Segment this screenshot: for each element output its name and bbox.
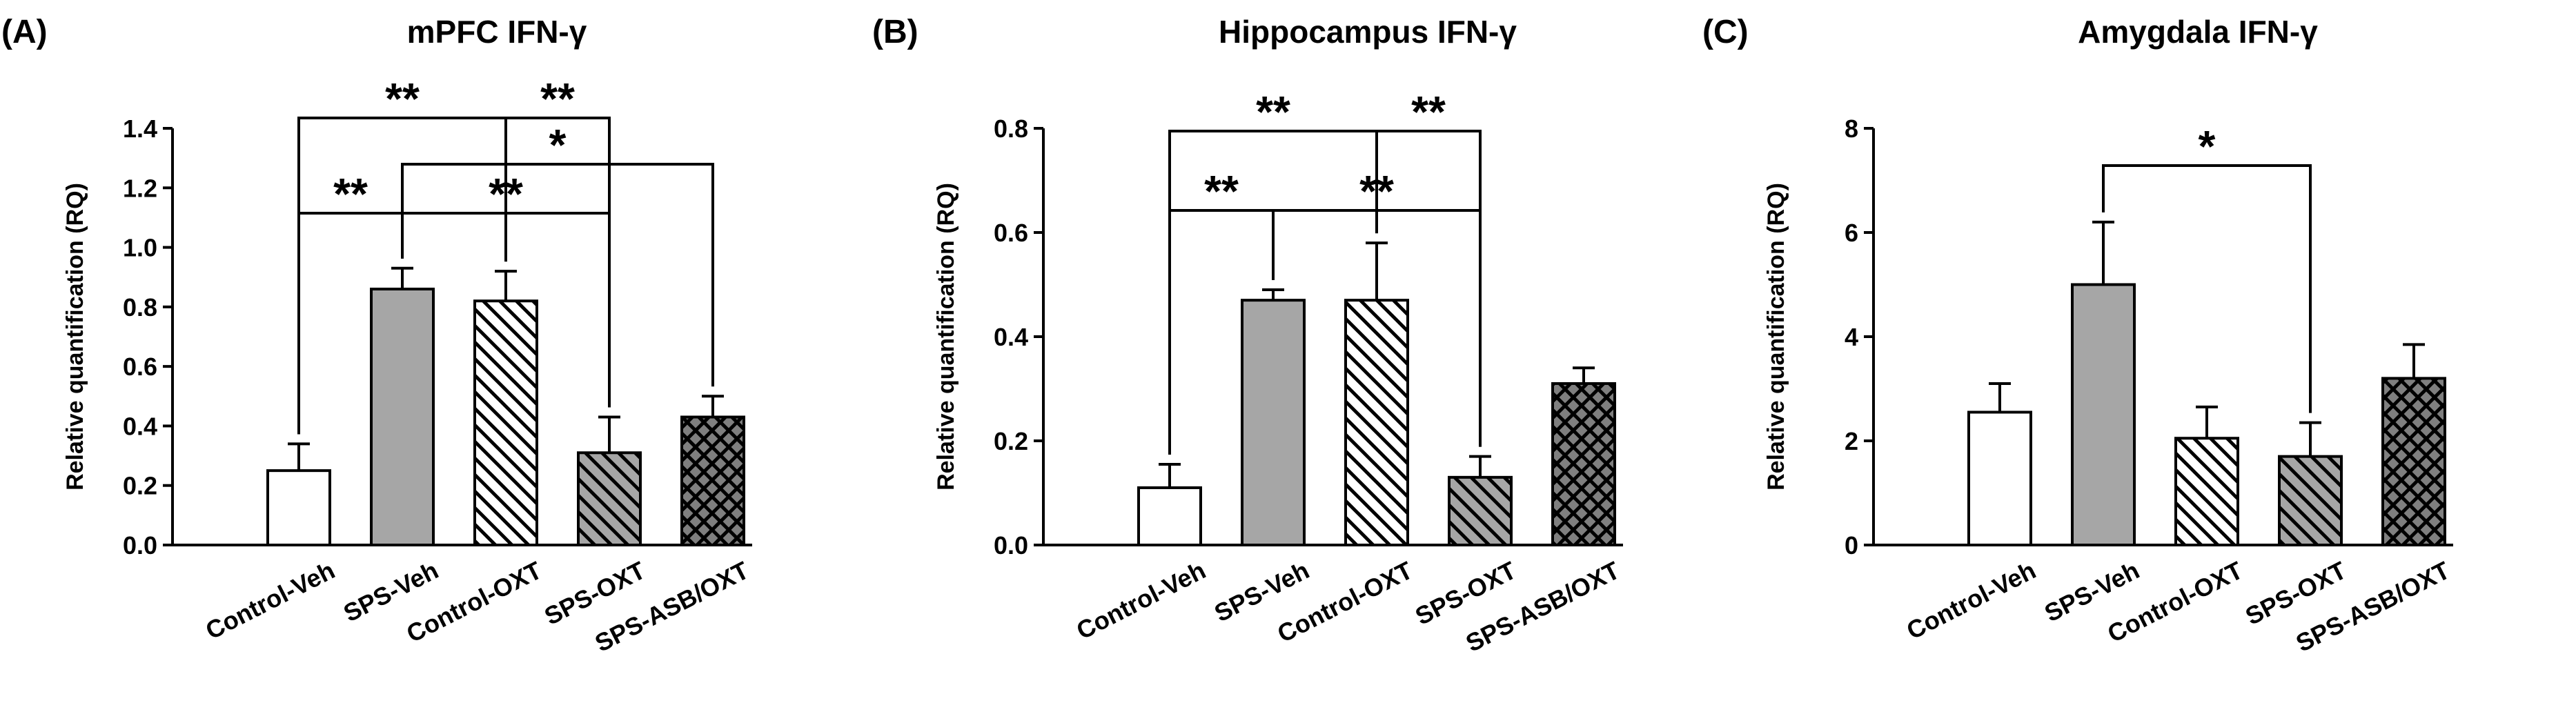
bar <box>370 287 435 546</box>
y-tick-label: 0.8 <box>994 115 1028 143</box>
y-tick-label: 4 <box>1845 323 1858 351</box>
significance-bracket <box>401 163 714 387</box>
significance-bracket <box>2102 164 2312 413</box>
y-tick-label: 0.4 <box>994 323 1028 351</box>
bar <box>1137 486 1202 547</box>
y-tick-label: 1.0 <box>123 234 157 262</box>
significance-bracket <box>401 212 611 408</box>
y-axis-label: Relative quantification (RQ) <box>933 183 959 491</box>
bar <box>2381 377 2446 547</box>
significance-label: * <box>2199 121 2216 171</box>
y-tick-label: 1.4 <box>123 115 157 143</box>
y-tick-label: 0 <box>1845 531 1858 560</box>
significance-label: * <box>549 120 567 170</box>
bar <box>1551 382 1616 547</box>
significance-label: ** <box>540 74 575 123</box>
y-axis-label: Relative quantification (RQ) <box>1763 183 1789 491</box>
y-tick-label: 0.2 <box>123 472 157 500</box>
bar <box>266 469 331 547</box>
panel-label: (B) <box>872 14 918 50</box>
significance-label: ** <box>385 74 420 123</box>
panel-label: (C) <box>1702 14 1749 50</box>
panel-label: (A) <box>1 14 48 50</box>
y-tick-label: 0.4 <box>123 412 157 440</box>
y-tick-label: 6 <box>1845 219 1858 247</box>
chart-title: Amygdala IFN-γ <box>2078 14 2318 50</box>
bar <box>473 299 538 546</box>
significance-label: ** <box>1411 87 1446 137</box>
significance-label: ** <box>489 169 523 219</box>
bar <box>2071 283 2136 546</box>
y-tick-label: 0.0 <box>123 531 157 560</box>
y-tick-label: 0.8 <box>123 293 157 321</box>
chart-title: Hippocampus IFN-γ <box>1219 14 1517 50</box>
bar <box>577 451 642 546</box>
significance-bracket <box>1272 209 1482 447</box>
x-tick-label: Control-Veh <box>1902 556 2040 645</box>
y-tick-label: 1.2 <box>123 174 157 202</box>
y-tick-label: 0.0 <box>994 531 1028 560</box>
bar <box>680 415 745 546</box>
significance-label: ** <box>1204 166 1239 216</box>
chart-title: mPFC IFN-γ <box>407 14 587 50</box>
significance-label: ** <box>333 169 368 219</box>
y-tick-label: 0.6 <box>123 353 157 381</box>
bar <box>2278 455 2343 547</box>
bar <box>1967 410 2032 546</box>
bar <box>2174 437 2239 546</box>
x-tick-label: Control-Veh <box>201 556 339 645</box>
x-tick-label: Control-Veh <box>1072 556 1210 645</box>
y-tick-label: 2 <box>1845 427 1858 455</box>
y-tick-label: 0.6 <box>994 219 1028 247</box>
y-tick-label: 0.2 <box>994 427 1028 455</box>
significance-label: ** <box>1256 87 1290 137</box>
significance-label: ** <box>1359 166 1394 216</box>
bar <box>1448 475 1513 546</box>
bar <box>1344 299 1409 546</box>
bar <box>1241 299 1306 546</box>
y-axis-label: Relative quantification (RQ) <box>62 183 88 491</box>
y-tick-label: 8 <box>1845 115 1858 143</box>
